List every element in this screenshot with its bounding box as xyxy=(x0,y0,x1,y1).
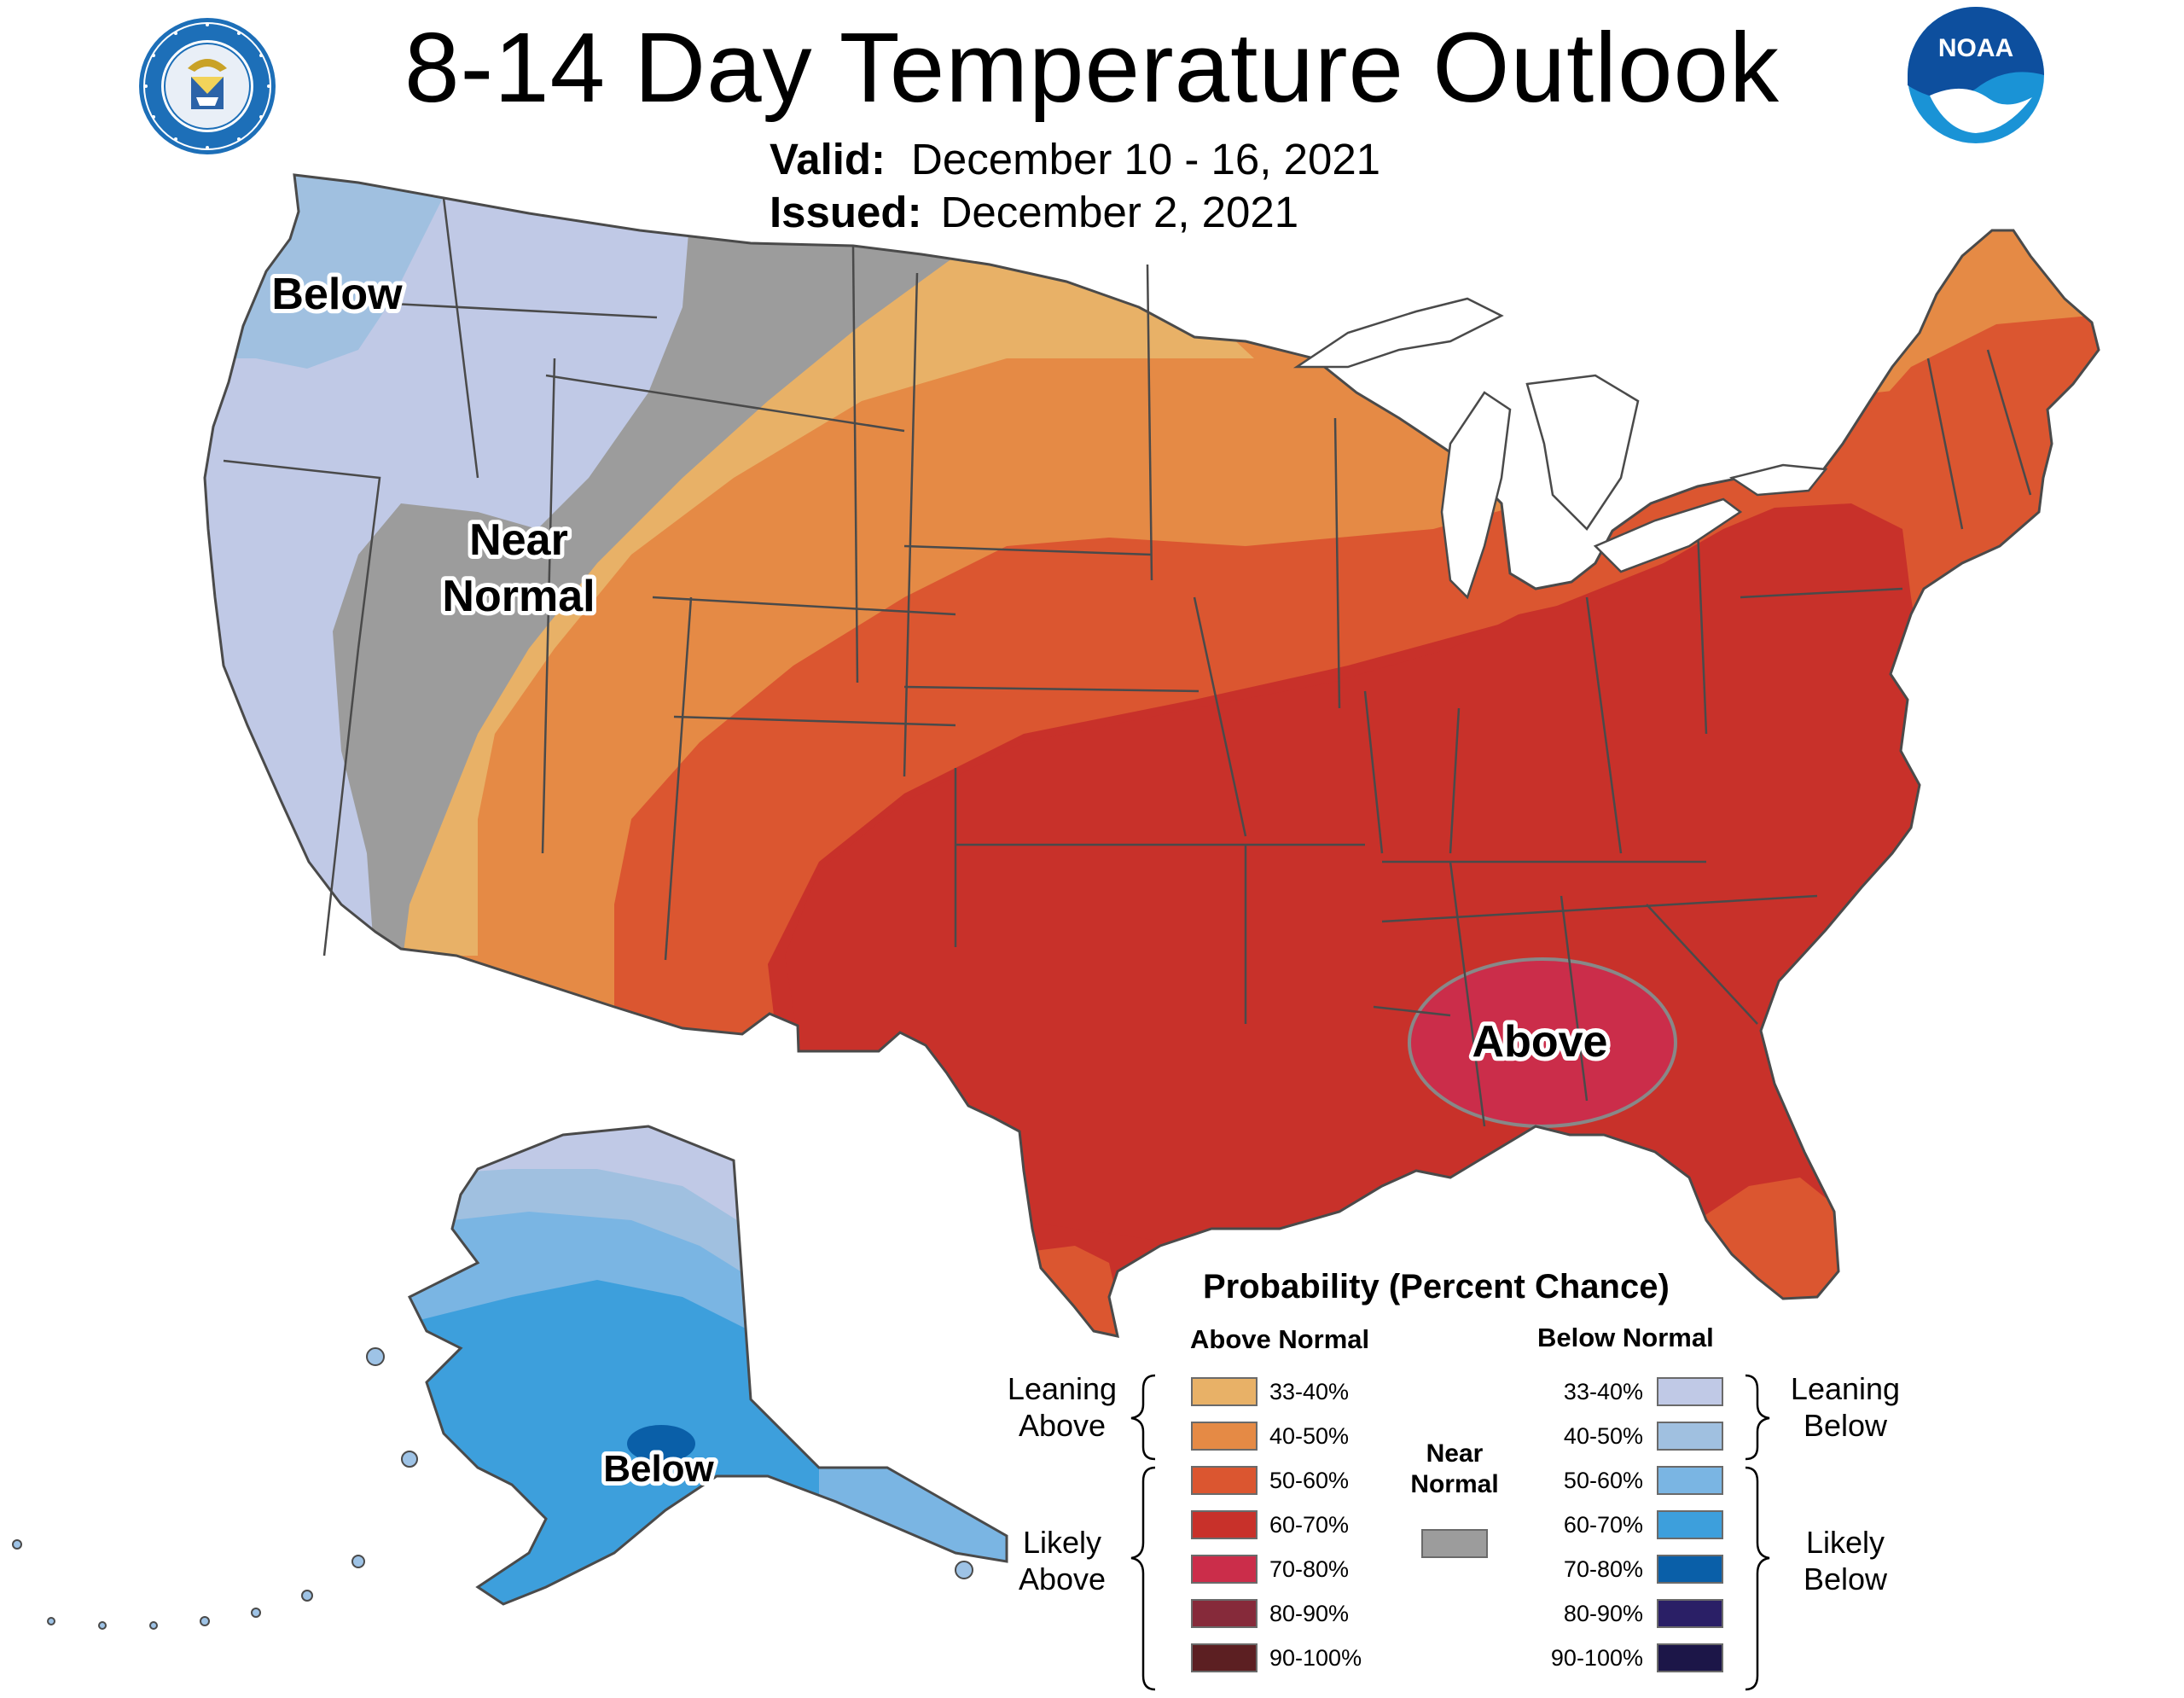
label-southeast-above: Above xyxy=(1472,1017,1608,1067)
legend-title: Probability (Percent Chance) xyxy=(1203,1268,1670,1305)
legend-below-head: Below Normal xyxy=(1537,1323,1714,1352)
legend-above-range-label: 60-70% xyxy=(1269,1512,1350,1538)
alaska-outlook xyxy=(12,1125,1008,1630)
legend-below-range-label: 33-40% xyxy=(1563,1379,1643,1404)
label-northwest-below: Below xyxy=(271,270,403,319)
region-below-33-40 xyxy=(205,175,689,973)
legend-below-swatch xyxy=(1657,1510,1723,1539)
legend-below-swatch xyxy=(1657,1555,1723,1584)
legend-below-swatch xyxy=(1657,1422,1723,1451)
legend-leaning-above: Leaning Above xyxy=(1007,1371,1118,1443)
legend-above-swatch xyxy=(1191,1466,1258,1495)
lake-huron xyxy=(1525,374,1640,531)
lake-erie xyxy=(1593,497,1743,573)
legend: Probability (Percent Chance) Above Norma… xyxy=(990,1254,2184,1691)
issued-label: Issued: xyxy=(770,188,922,236)
legend-above-range-label: 90-100% xyxy=(1269,1645,1362,1671)
region-above-70-80 xyxy=(1408,957,1677,1128)
noaa-logo-text: NOAA xyxy=(1938,34,2013,62)
lake-michigan xyxy=(1440,391,1512,600)
issued-date: December 2, 2021 xyxy=(940,188,1299,236)
legend-left-braces xyxy=(1130,1374,1156,1691)
department-of-commerce-seal-icon xyxy=(139,18,276,154)
label-alaska-below: Below xyxy=(603,1448,714,1490)
legend-below-range-label: 90-100% xyxy=(1550,1645,1643,1671)
legend-above-range-label: 50-60% xyxy=(1269,1468,1350,1493)
lake-ontario xyxy=(1728,463,1828,497)
valid-label: Valid: xyxy=(770,135,886,183)
valid-dates: December 10 - 16, 2021 xyxy=(911,135,1381,183)
legend-above-swatch xyxy=(1191,1555,1258,1584)
legend-below-swatch xyxy=(1657,1599,1723,1628)
legend-above-swatch xyxy=(1191,1510,1258,1539)
legend-above-range-label: 70-80% xyxy=(1269,1556,1350,1582)
legend-near-normal-swatch xyxy=(1421,1529,1488,1558)
legend-above-swatch xyxy=(1191,1422,1258,1451)
conus-outline xyxy=(203,173,2100,1338)
legend-above-swatch xyxy=(1191,1643,1258,1672)
legend-near-normal-label: Near Normal xyxy=(1410,1439,1499,1498)
legend-below-range-label: 80-90% xyxy=(1563,1601,1643,1626)
alaska-below-70-80 xyxy=(627,1425,695,1462)
conus-outlook-shading xyxy=(205,175,2099,1336)
legend-above-range-label: 80-90% xyxy=(1269,1601,1350,1626)
great-lakes xyxy=(1292,297,1828,600)
legend-below-range-label: 40-50% xyxy=(1563,1423,1643,1449)
label-west-normal: Normal xyxy=(442,572,595,621)
legend-below-swatch xyxy=(1657,1466,1723,1495)
aleutian-islands xyxy=(12,1347,973,1630)
legend-above-head: Above Normal xyxy=(1190,1324,1370,1354)
noaa-logo-icon: NOAA xyxy=(1908,7,2044,143)
label-west-near: Near xyxy=(469,515,568,565)
legend-above-swatch xyxy=(1191,1377,1258,1406)
legend-above-range-label: 33-40% xyxy=(1269,1379,1350,1404)
legend-above-swatch xyxy=(1191,1599,1258,1628)
legend-likely-below: Likely Below xyxy=(1803,1525,1888,1596)
page-title: 8-14 Day Temperature Outlook xyxy=(404,12,1780,123)
legend-below-swatch xyxy=(1657,1643,1723,1672)
legend-below-range-label: 50-60% xyxy=(1563,1468,1643,1493)
legend-leaning-below: Leaning Below xyxy=(1790,1371,1901,1443)
alaska-outline xyxy=(407,1125,1008,1606)
legend-right-braces xyxy=(1745,1374,1770,1691)
validity-info: Valid: December 10 - 16, 2021 Issued: Dece… xyxy=(770,133,1380,239)
legend-below-range-label: 70-80% xyxy=(1563,1556,1643,1582)
legend-below-range-label: 60-70% xyxy=(1563,1512,1643,1538)
legend-likely-above: Likely Above xyxy=(1018,1525,1107,1596)
legend-below-swatch xyxy=(1657,1377,1723,1406)
legend-above-range-label: 40-50% xyxy=(1269,1423,1350,1449)
state-boundaries xyxy=(223,197,2032,1127)
lake-superior xyxy=(1292,297,1504,369)
